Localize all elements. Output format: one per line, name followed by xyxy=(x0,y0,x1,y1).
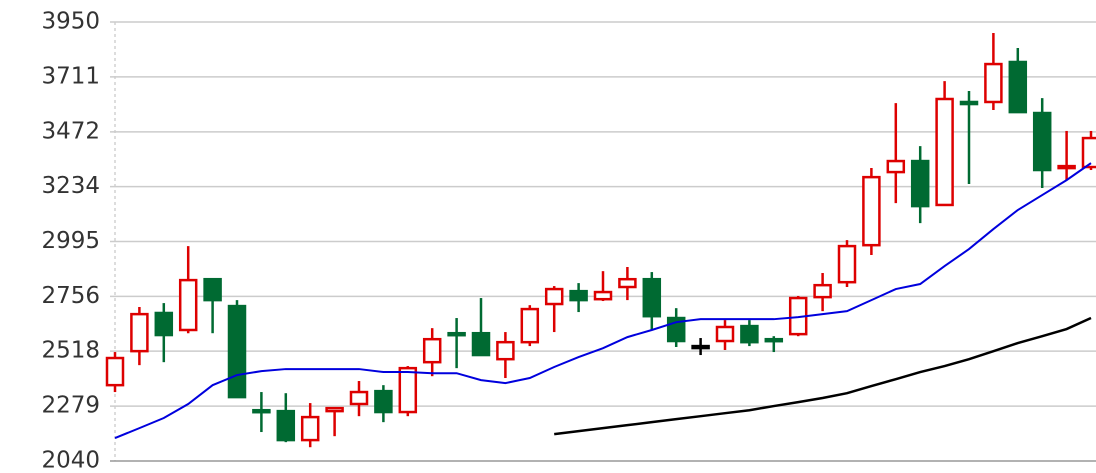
candle-body xyxy=(886,159,906,174)
candle-body xyxy=(1057,164,1076,170)
y-tick-label: 2995 xyxy=(41,228,100,254)
candle-body xyxy=(178,278,198,332)
candle-body xyxy=(984,62,1003,104)
candle-body xyxy=(471,331,491,357)
y-tick-label: 2040 xyxy=(41,448,100,473)
candle-body xyxy=(1008,60,1028,114)
candle-body xyxy=(398,366,418,414)
y-tick-label: 2756 xyxy=(41,283,100,309)
candle-body xyxy=(520,307,540,344)
candle-body xyxy=(422,337,442,364)
candle-body xyxy=(374,389,393,414)
y-tick-label: 3711 xyxy=(41,63,100,89)
candle-body xyxy=(813,283,832,299)
candle-body xyxy=(618,277,637,289)
candle-body xyxy=(496,340,515,361)
candle-body xyxy=(593,290,613,301)
candle-body xyxy=(764,337,784,343)
candle-body xyxy=(325,406,344,413)
candle-body xyxy=(130,312,149,353)
y-tick-label: 2279 xyxy=(41,393,100,419)
candle-body xyxy=(276,409,296,442)
y-tick-label: 2518 xyxy=(41,338,100,364)
candle-body xyxy=(910,159,930,208)
candle-body xyxy=(154,311,174,337)
candle-body xyxy=(691,344,710,350)
moving-average-line xyxy=(114,162,1092,439)
candle-body xyxy=(837,244,857,284)
candle-body xyxy=(349,390,369,406)
candle-body xyxy=(569,289,588,302)
candle-body xyxy=(1032,111,1052,172)
candle-body xyxy=(300,415,320,442)
candle-body xyxy=(1081,136,1096,169)
candle-body xyxy=(740,324,759,344)
candle-body xyxy=(935,97,954,207)
candle-body xyxy=(227,304,247,399)
candle-body xyxy=(105,356,125,387)
candle-body xyxy=(544,287,564,306)
candle-body xyxy=(959,100,979,106)
y-tick-label: 3472 xyxy=(41,118,100,144)
candle-body xyxy=(447,331,466,337)
candle-body xyxy=(862,175,881,247)
candle-body xyxy=(715,325,735,343)
candle-body xyxy=(252,408,271,414)
moving-average-line xyxy=(554,316,1092,436)
y-tick-label: 3950 xyxy=(41,9,100,35)
candle-body xyxy=(203,277,222,302)
y-tick-label: 3234 xyxy=(41,173,100,199)
candle-body xyxy=(642,277,662,318)
